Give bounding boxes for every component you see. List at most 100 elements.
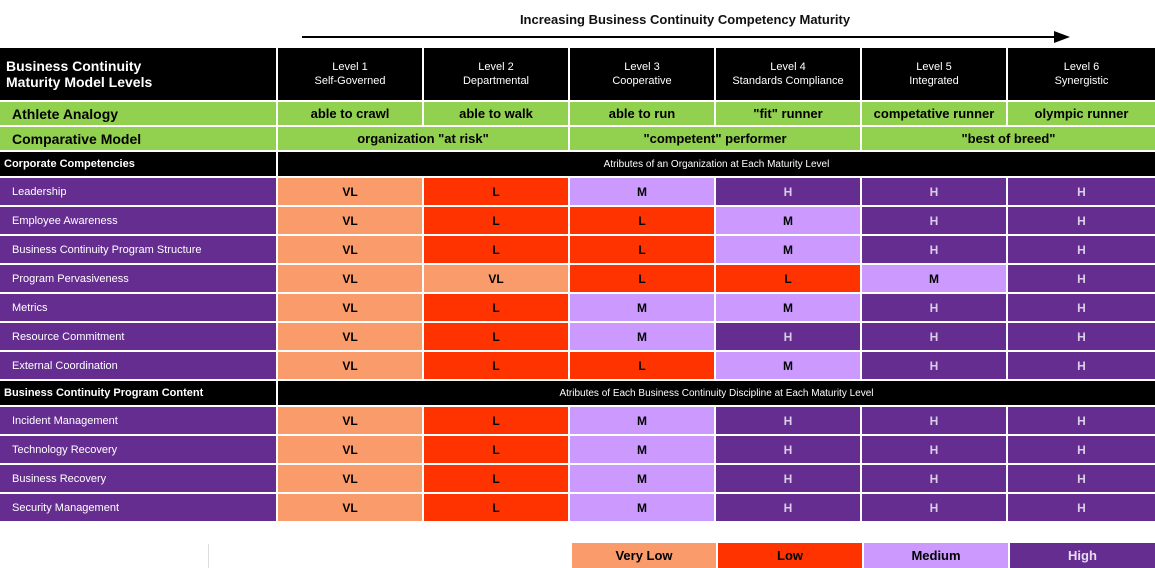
rating-cell: M <box>862 265 1008 294</box>
level-4-sub: Standards Compliance <box>732 75 844 87</box>
level-1-header: Level 1 Self-Governed <box>278 48 424 102</box>
rating-cell: VL <box>278 494 424 523</box>
athlete-analogy-label: Athlete Analogy <box>0 102 278 127</box>
legend-high: High <box>1010 543 1155 568</box>
level-2-sub: Departmental <box>462 75 530 87</box>
section-label: Business Continuity Program Content <box>0 381 278 407</box>
legend-divider <box>208 544 209 568</box>
rating-cell: M <box>570 436 716 465</box>
level-6-header: Level 6 Synergistic <box>1008 48 1155 102</box>
rating-cell: H <box>716 494 862 523</box>
rating-cell: H <box>1008 352 1155 381</box>
rating-cell: L <box>424 465 570 494</box>
rating-cell: H <box>862 465 1008 494</box>
level-6-name: Level 6 <box>1063 61 1100 73</box>
rating-cell: VL <box>278 207 424 236</box>
legend-very-low: Very Low <box>572 543 716 568</box>
rating-cell: H <box>716 436 862 465</box>
level-2-header: Level 2 Departmental <box>424 48 570 102</box>
rating-cell: H <box>1008 436 1155 465</box>
athlete-value: able to run <box>570 102 716 127</box>
section-header-row: Corporate Competencies Atributes of an Or… <box>0 152 1155 178</box>
maturity-model-levels-heading: Business Continuity Maturity Model Level… <box>0 48 278 102</box>
table-row: Business Continuity Program Structure VL L… <box>0 236 1155 265</box>
rating-cell: L <box>570 265 716 294</box>
section-header-row: Business Continuity Program Content Atrib… <box>0 381 1155 407</box>
rating-cell: L <box>570 207 716 236</box>
table-row: Metrics VL L M M H H <box>0 294 1155 323</box>
rating-cell: H <box>1008 407 1155 436</box>
rating-cell: M <box>570 178 716 207</box>
rating-cell: L <box>424 294 570 323</box>
section-label: Corporate Competencies <box>0 152 278 178</box>
rating-cell: H <box>716 407 862 436</box>
rating-cell: VL <box>278 178 424 207</box>
rating-cell: M <box>570 465 716 494</box>
table-row: Technology Recovery VL L M H H H <box>0 436 1155 465</box>
rating-cell: M <box>570 494 716 523</box>
level-6-sub: Synergistic <box>1054 75 1109 87</box>
table-row: Program Pervasiveness VL VL L L M H <box>0 265 1155 294</box>
table-row: Security Management VL L M H H H <box>0 494 1155 523</box>
rating-cell: VL <box>278 265 424 294</box>
rating-cell: L <box>424 236 570 265</box>
section-caption: Atributes of an Organization at Each Mat… <box>278 152 1155 178</box>
comparative-group: "competent" performer <box>570 127 862 152</box>
level-3-name: Level 3 <box>624 61 660 73</box>
rating-cell: H <box>1008 465 1155 494</box>
table-row: Employee Awareness VL L L M H H <box>0 207 1155 236</box>
rating-cell: H <box>862 294 1008 323</box>
row-label: Business Recovery <box>0 465 278 494</box>
rating-cell: L <box>424 352 570 381</box>
level-1-name: Level 1 <box>332 61 368 73</box>
rating-cell: H <box>862 407 1008 436</box>
row-label: Incident Management <box>0 407 278 436</box>
table-row: Leadership VL L M H H H <box>0 178 1155 207</box>
rating-cell: M <box>716 352 862 381</box>
rating-cell: M <box>570 323 716 352</box>
comparative-group: "best of breed" <box>862 127 1155 152</box>
rating-cell: H <box>862 436 1008 465</box>
rating-cell: VL <box>424 265 570 294</box>
row-label: Metrics <box>0 294 278 323</box>
row-label: Employee Awareness <box>0 207 278 236</box>
rating-cell: H <box>862 494 1008 523</box>
rating-cell: L <box>570 352 716 381</box>
section-caption: Atributes of Each Business Continuity Di… <box>278 381 1155 407</box>
rating-cell: M <box>570 407 716 436</box>
rating-cell: H <box>1008 323 1155 352</box>
rating-cell: H <box>1008 236 1155 265</box>
levels-header-row: Business Continuity Maturity Model Level… <box>0 48 1155 102</box>
level-1-sub: Self-Governed <box>314 75 386 87</box>
rating-cell: M <box>570 294 716 323</box>
rating-cell: H <box>862 352 1008 381</box>
rating-cell: VL <box>278 236 424 265</box>
rating-cell: L <box>424 494 570 523</box>
row-label: External Coordination <box>0 352 278 381</box>
rating-cell: L <box>424 407 570 436</box>
level-5-name: Level 5 <box>916 61 952 73</box>
table-row: Resource Commitment VL L M H H H <box>0 323 1155 352</box>
rating-cell: M <box>716 207 862 236</box>
rating-cell: VL <box>278 323 424 352</box>
heading-line-2: Maturity Model Levels <box>6 74 153 90</box>
rating-cell: M <box>716 236 862 265</box>
table-row: External Coordination VL L L M H H <box>0 352 1155 381</box>
athlete-value: able to crawl <box>278 102 424 127</box>
rating-cell: H <box>1008 294 1155 323</box>
rating-cell: H <box>1008 207 1155 236</box>
rating-cell: H <box>862 207 1008 236</box>
row-label: Security Management <box>0 494 278 523</box>
row-label: Business Continuity Program Structure <box>0 236 278 265</box>
athlete-analogy-row: Athlete Analogy able to crawl able to wa… <box>0 102 1155 127</box>
rating-cell: L <box>424 207 570 236</box>
rating-cell: H <box>716 465 862 494</box>
rating-cell: L <box>570 236 716 265</box>
row-label: Resource Commitment <box>0 323 278 352</box>
level-3-header: Level 3 Cooperative <box>570 48 716 102</box>
rating-cell: H <box>1008 178 1155 207</box>
rating-cell: H <box>1008 494 1155 523</box>
rating-cell: VL <box>278 407 424 436</box>
level-4-name: Level 4 <box>770 61 806 73</box>
rating-cell: H <box>716 323 862 352</box>
